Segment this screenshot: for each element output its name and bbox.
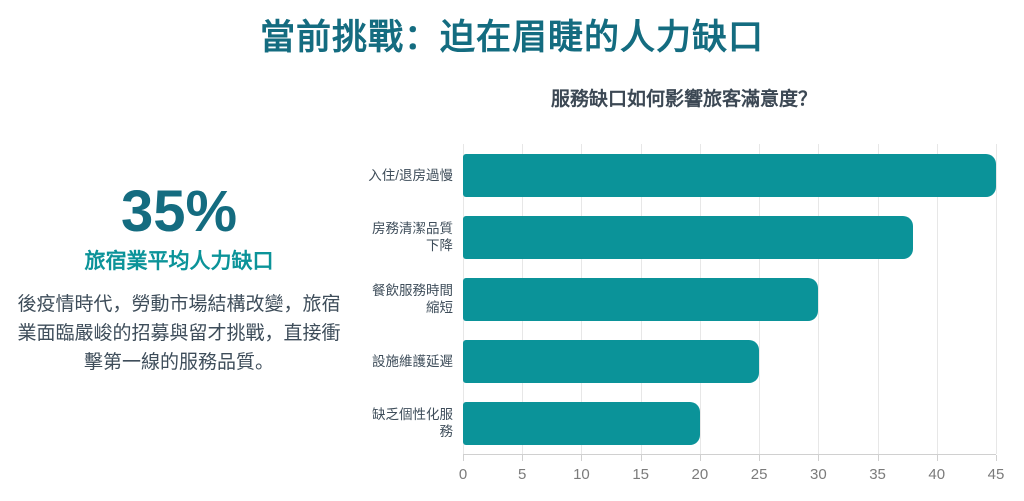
bar-chart: 入住/退房過慢房務清潔品質下降 餐飲服務時間縮短設施維護延遲缺乏個性化服務	[360, 144, 1008, 454]
x-tick-mark	[877, 455, 879, 461]
bar-track	[463, 339, 996, 383]
gridline	[877, 144, 879, 454]
x-tick-mark	[818, 455, 820, 461]
x-tick-label: 10	[573, 466, 590, 483]
bar	[463, 339, 760, 383]
x-axis: 0 5 10 15 20 25 30 35 40 45	[459, 454, 1004, 490]
x-tick-mark	[759, 455, 761, 461]
stat-description: 後疫情時代，勞動市場結構改變，旅宿業面臨嚴峻的招募與留才挑戰，直接衝擊第一線的服…	[17, 294, 341, 373]
stat-panel: 35% 旅宿業平均人力缺口 後疫情時代，勞動市場結構改變，旅宿業面臨嚴峻的招募與…	[10, 180, 348, 377]
bar-track	[463, 401, 996, 445]
category-label: 餐飲服務時間縮短	[372, 283, 453, 315]
gridline	[996, 144, 997, 454]
bar-track	[463, 215, 996, 259]
category-label: 缺乏個性化服務	[372, 407, 453, 439]
x-tick-mark	[936, 455, 938, 461]
x-tick-mark	[463, 455, 464, 461]
bar-row: 餐飲服務時間縮短	[360, 268, 1008, 330]
page-title: 當前挑戰：迫在眉睫的人力缺口	[259, 18, 764, 57]
stat-label: 旅宿業平均人力缺口	[84, 250, 274, 273]
x-tick-mark	[996, 455, 997, 461]
stat-value: 35%	[120, 179, 238, 244]
x-tick-mark	[640, 455, 642, 461]
gridline	[936, 144, 938, 454]
x-tick-label: 30	[809, 466, 827, 483]
x-tick-label: 25	[750, 466, 768, 483]
bar-row: 入住/退房過慢	[360, 144, 1008, 206]
category-label: 設施維護延遲	[372, 353, 453, 369]
x-tick-label: 40	[928, 466, 946, 483]
gridline	[818, 144, 820, 454]
bar	[463, 277, 819, 321]
x-tick-label: 0	[458, 466, 468, 483]
x-tick-label: 5	[518, 466, 527, 483]
bar	[463, 215, 914, 259]
bar	[463, 401, 700, 445]
category-label: 房務清潔品質下降	[372, 221, 453, 253]
x-tick-mark	[522, 455, 524, 461]
chart-panel: 服務缺口如何影響旅客滿意度？ 入住/退房過慢房務清潔品質下降 餐飲服務時間縮短設施…	[360, 88, 1008, 490]
x-tick-label: 15	[632, 466, 649, 483]
x-tick-mark	[699, 455, 701, 461]
bar-row: 缺乏個性化服務	[360, 392, 1008, 454]
x-tick-mark	[581, 455, 583, 461]
x-tick-label: 20	[691, 466, 709, 483]
bar	[463, 153, 996, 197]
chart-title: 服務缺口如何影響旅客滿意度？	[550, 89, 817, 110]
category-label: 入住/退房過慢	[368, 167, 453, 183]
bar-track	[463, 153, 996, 197]
x-tick-label: 45	[987, 466, 1005, 483]
bar-row: 設施維護延遲	[360, 330, 1008, 392]
x-tick-label: 35	[869, 466, 886, 483]
bar-track	[463, 277, 996, 321]
bar-row: 房務清潔品質下降	[360, 206, 1008, 268]
